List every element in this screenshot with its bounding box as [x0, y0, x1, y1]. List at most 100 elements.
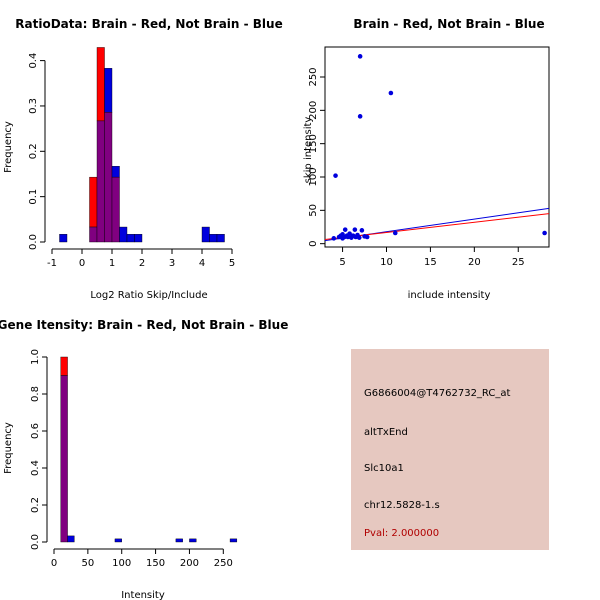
- ratio-histogram-bar-brain: [89, 176, 98, 228]
- intensity-histogram-y-tick-label: 0.6: [30, 423, 41, 439]
- ratio-histogram-y-tick-label: 0.4: [28, 53, 39, 69]
- intensity-histogram-y-tick-label: 0.8: [30, 386, 41, 402]
- scatter-ylabel: skip intensity: [303, 117, 314, 184]
- scatter-y-tick-label: 0: [308, 240, 319, 246]
- scatter-xlabel: include intensity: [408, 290, 491, 301]
- ratio-histogram-bar-not-brain: [216, 234, 225, 243]
- scatter-y-tick-label: 250: [308, 67, 319, 86]
- intensity-histogram-bars: [60, 356, 238, 543]
- ratio-histogram-bar-not-brain: [209, 234, 218, 243]
- intensity-histogram-bar-not-brain: [67, 535, 75, 543]
- intensity-histogram-bar-not-brain: [114, 538, 122, 543]
- scatter-point: [388, 90, 394, 96]
- ratio-histogram-xlabel: Log2 Ratio Skip/Include: [90, 290, 207, 301]
- intensity-histogram-bar-not-brain: [189, 538, 197, 543]
- ratio-histogram-bar-not-brain: [126, 234, 135, 243]
- ratio-histogram-bar-overlap: [96, 120, 105, 243]
- info-box: [351, 349, 549, 550]
- scatter-y-tick-label: 100: [308, 167, 319, 186]
- intensity-histogram-x-tick-label: 100: [112, 558, 131, 569]
- scatter-point: [356, 235, 362, 240]
- scatter-point: [392, 230, 398, 236]
- ratio-histogram-ylabel: Frequency: [3, 121, 14, 173]
- probe-id-text: G6866004@T4762732_RC_at: [364, 388, 510, 399]
- intensity-histogram-y-tick-label: 1.0: [30, 349, 41, 365]
- intensity-histogram-y-tick-label: 0.2: [30, 497, 41, 513]
- ratio-histogram-bar-not-brain: [111, 166, 120, 178]
- ratio-histogram-x-tick-label: 0: [79, 258, 85, 269]
- ratio-histogram-bar-not-brain: [119, 226, 128, 243]
- ratio-histogram-bar-overlap: [89, 226, 98, 243]
- scatter-point: [347, 231, 352, 236]
- ratio-histogram-y-tick-label: 0.3: [28, 98, 39, 114]
- scatter-y-tick-label: 150: [308, 134, 319, 153]
- ratio-histogram-x-tick-label: 1: [109, 258, 115, 269]
- ratio-histogram-x-tick-label: 2: [139, 258, 145, 269]
- ratio-histogram-y-tick-label: 0.1: [28, 189, 39, 205]
- intensity-histogram-bar-brain: [60, 356, 68, 376]
- scatter-fit-line-brain: [324, 213, 550, 241]
- gene-name-text: Slc10a1: [364, 463, 404, 474]
- ratio-histogram-y-tick-label: 0.0: [28, 234, 39, 250]
- ratio-histogram-bar-not-brain: [134, 234, 143, 243]
- scatter-y-tick-label: 50: [308, 204, 319, 217]
- ratio-histogram-x-tick-label: -1: [47, 258, 57, 269]
- scatter-x-tick-label: 15: [424, 257, 437, 268]
- ratio-histogram-x-tick-label: 3: [169, 258, 175, 269]
- intensity-histogram-y-tick-label: 0.4: [30, 460, 41, 476]
- info-panel: G6866004@T4762732_RC_at altTxEnd Slc10a1…: [351, 349, 549, 550]
- scatter-fit-lines: [324, 207, 550, 242]
- intensity-histogram-title: Gene Itensity: Brain - Red, Not Brain - …: [0, 318, 288, 332]
- intensity-histogram-bar-not-brain: [229, 538, 238, 543]
- scatter-x-tick-label: 20: [468, 257, 481, 268]
- scatter-point: [352, 227, 358, 232]
- intensity-histogram-x-tick-label: 200: [180, 558, 199, 569]
- scatter-points: [331, 54, 547, 241]
- ratio-histogram-title: RatioData: Brain - Red, Not Brain - Blue: [15, 17, 282, 31]
- ratio-histogram-bar-not-brain: [104, 68, 113, 113]
- intensity-histogram-bar-overlap: [60, 375, 68, 543]
- scatter-x-tick-label: 5: [339, 257, 345, 268]
- scatter-point: [357, 114, 363, 119]
- event-type-text: altTxEnd: [364, 427, 408, 438]
- scatter-point: [359, 228, 365, 233]
- scatter-point: [364, 234, 370, 240]
- intensity-histogram-y-tick-label: 0.0: [30, 534, 41, 550]
- scatter-x-tick-label: 10: [380, 257, 393, 268]
- ratio-histogram-y-tick-label: 0.2: [28, 143, 39, 159]
- scatter-point: [342, 227, 348, 232]
- intensity-histogram-x-tick-label: 150: [146, 558, 165, 569]
- locus-text: chr12.5828-1.s: [364, 500, 440, 511]
- intensity-histogram-x-tick-label: 0: [51, 558, 57, 569]
- scatter-point: [542, 230, 547, 236]
- ratio-histogram-bar-not-brain: [201, 226, 210, 243]
- pval-text: Pval: 2.000000: [364, 528, 439, 539]
- intensity-histogram-panel: Gene Itensity: Brain - Red, Not Brain - …: [0, 318, 288, 600]
- scatter-point: [331, 236, 337, 241]
- ratio-histogram-bar-not-brain: [59, 234, 68, 243]
- scatter-x-tick-label: 25: [512, 257, 525, 268]
- intensity-histogram-bar-not-brain: [175, 538, 183, 543]
- ratio-histogram-bars: [59, 47, 225, 243]
- intensity-histogram-axes: 0 50 100 150 200 250 0.0 0.2 0.4 0.6 0.8 1.0: [30, 349, 233, 569]
- intensity-histogram-x-tick-label: 50: [81, 558, 94, 569]
- ratio-histogram-axes: -1 0 1 2 3 4 5 0.0 0.1 0.2 0.3 0.4: [28, 53, 235, 269]
- scatter-panel: Brain - Red, Not Brain - Blue include in…: [303, 17, 550, 301]
- intensity-histogram-x-tick-label: 250: [214, 558, 233, 569]
- ratio-histogram-panel: RatioData: Brain - Red, Not Brain - Blue…: [3, 17, 283, 301]
- ratio-histogram-bar-overlap: [104, 112, 113, 243]
- ratio-histogram-x-tick-label: 5: [229, 258, 235, 269]
- ratio-histogram-x-tick-label: 4: [199, 258, 205, 269]
- scatter-point: [357, 54, 363, 59]
- scatter-title: Brain - Red, Not Brain - Blue: [353, 17, 544, 31]
- scatter-y-tick-label: 200: [308, 101, 319, 120]
- scatter-point: [333, 173, 338, 178]
- ratio-histogram-bar-brain: [96, 47, 105, 122]
- intensity-histogram-xlabel: Intensity: [121, 590, 165, 600]
- ratio-histogram-bar-overlap: [111, 176, 120, 243]
- intensity-histogram-ylabel: Frequency: [3, 422, 14, 474]
- scatter-plot-box: [324, 46, 550, 248]
